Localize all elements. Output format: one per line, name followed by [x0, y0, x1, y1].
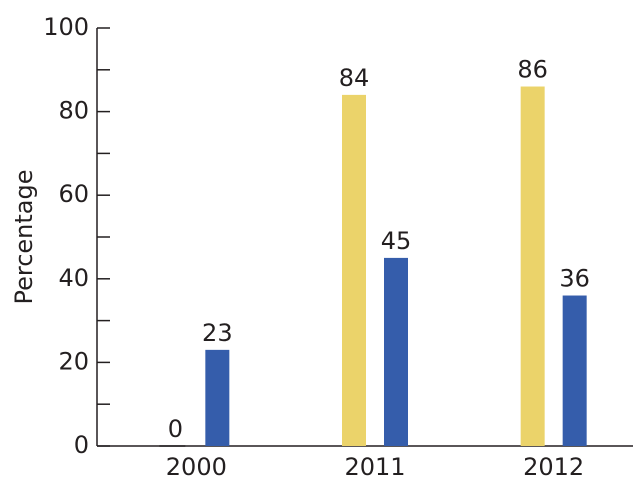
- x-tick-label: 2012: [523, 453, 584, 481]
- y-tick-label: 80: [58, 97, 89, 125]
- bar: [205, 349, 230, 446]
- value-label: 23: [202, 319, 233, 347]
- bar: [384, 257, 408, 446]
- bar: [342, 94, 366, 446]
- x-tick-label: 2011: [344, 453, 405, 481]
- value-label: 36: [559, 265, 590, 293]
- y-axis-label: Percentage: [10, 169, 38, 304]
- bar: [520, 86, 545, 447]
- value-label: 0: [168, 415, 183, 443]
- value-label: 86: [517, 56, 548, 84]
- y-tick-label: 60: [58, 180, 89, 208]
- bar: [562, 295, 587, 446]
- value-label: 45: [381, 227, 412, 255]
- y-tick-label: 0: [74, 431, 89, 459]
- y-tick-label: 20: [58, 347, 89, 375]
- value-label: 84: [339, 64, 370, 92]
- x-tick-label: 2000: [166, 453, 227, 481]
- y-tick-label: 100: [43, 13, 89, 41]
- y-tick-label: 40: [58, 264, 89, 292]
